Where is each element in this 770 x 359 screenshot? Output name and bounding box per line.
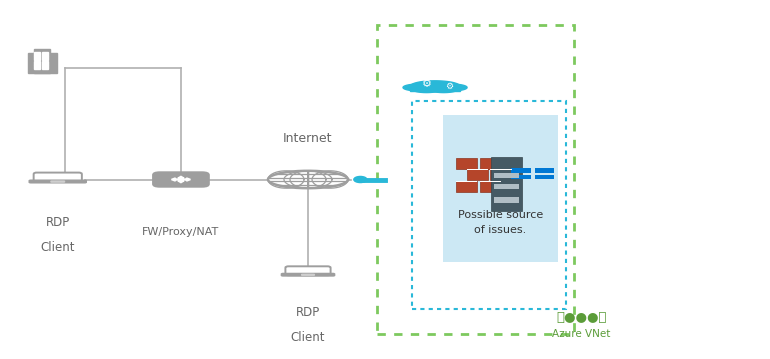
FancyBboxPatch shape: [34, 173, 82, 182]
Bar: [34, 61, 40, 65]
FancyArrow shape: [178, 177, 184, 180]
Bar: [42, 65, 48, 69]
Polygon shape: [410, 81, 460, 92]
Bar: [535, 175, 554, 179]
Polygon shape: [413, 87, 440, 93]
Bar: [42, 61, 48, 65]
Bar: [410, 87, 460, 91]
FancyBboxPatch shape: [281, 273, 336, 277]
Bar: [511, 175, 531, 179]
Text: ⚙: ⚙: [423, 79, 432, 89]
Bar: [456, 181, 477, 192]
FancyArrow shape: [172, 178, 181, 181]
Bar: [480, 158, 501, 169]
Bar: [34, 56, 40, 60]
Bar: [494, 197, 519, 202]
FancyBboxPatch shape: [152, 171, 209, 188]
Bar: [511, 168, 531, 173]
FancyBboxPatch shape: [491, 157, 522, 210]
FancyBboxPatch shape: [301, 274, 315, 276]
FancyBboxPatch shape: [28, 180, 87, 183]
Bar: [28, 53, 57, 73]
Text: Possible source: Possible source: [458, 210, 543, 220]
Polygon shape: [403, 84, 435, 91]
Circle shape: [354, 177, 367, 182]
Text: Internet: Internet: [283, 132, 333, 145]
Bar: [480, 181, 501, 192]
Bar: [34, 65, 40, 69]
Bar: [490, 169, 512, 170]
Text: 〈●●●〉: 〈●●●〉: [556, 311, 607, 324]
Text: Azure VNet: Azure VNet: [552, 329, 611, 339]
Bar: [494, 173, 519, 178]
Bar: [467, 169, 488, 180]
FancyBboxPatch shape: [50, 181, 65, 183]
Bar: [34, 52, 40, 56]
Bar: [456, 158, 477, 169]
Text: RDP: RDP: [45, 216, 70, 229]
FancyArrow shape: [178, 180, 184, 182]
Bar: [35, 50, 50, 73]
Bar: [42, 52, 48, 56]
Text: Client: Client: [291, 331, 325, 344]
Text: RDP: RDP: [296, 306, 320, 319]
Text: FW/Proxy/NAT: FW/Proxy/NAT: [142, 227, 219, 237]
Bar: [467, 169, 488, 170]
Bar: [480, 181, 501, 182]
Bar: [490, 169, 512, 180]
Text: of issues.: of issues.: [474, 225, 527, 235]
Polygon shape: [435, 84, 467, 91]
Bar: [443, 115, 558, 262]
Bar: [494, 184, 519, 189]
Bar: [456, 181, 477, 182]
Bar: [42, 56, 48, 60]
Bar: [535, 168, 554, 173]
Polygon shape: [430, 87, 457, 93]
FancyBboxPatch shape: [286, 266, 330, 275]
FancyArrow shape: [181, 178, 190, 181]
Text: ⚙: ⚙: [445, 81, 453, 91]
Text: Client: Client: [41, 241, 75, 254]
